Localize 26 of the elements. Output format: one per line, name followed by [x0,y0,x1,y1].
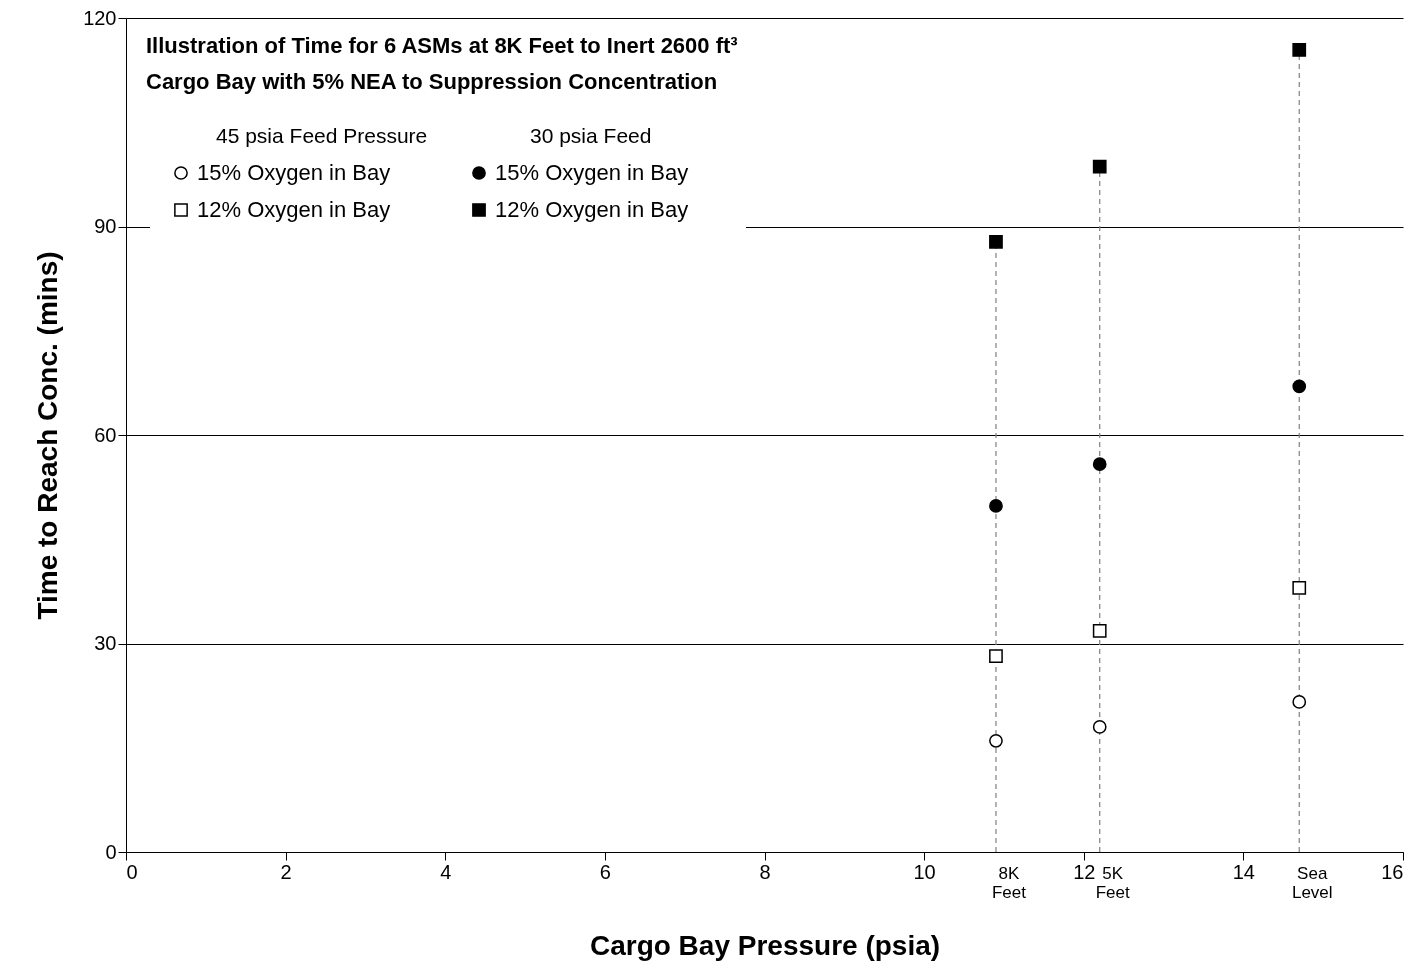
x-tick-label: 14 [1232,860,1255,883]
x-tick-label: 2 [280,860,292,883]
annotation: 45 psia Feed Pressure [216,124,428,147]
y-tick-label: 0 [105,840,117,863]
x-tick-label: 6 [599,860,611,883]
legend-label: 12% Oxygen in Bay [197,197,391,222]
x-tick-label: 8 [759,860,771,883]
x-tick-label: 4 [440,860,452,883]
legend-label: 15% Oxygen in Bay [197,160,391,185]
ref-line-label: 8K Feet [991,864,1027,902]
text: Illustration of Time for 6 ASMs at 8K Feet to Inert 2600 ft³ Cargo Bay with 5% NEA to Suppression Concentration [146,33,738,94]
y-axis-title: Time to Reach Conc. (mins) [32,251,64,620]
legend-label: 15% Oxygen in Bay [495,160,689,185]
ref-line-label: Sea Level [1291,864,1333,902]
annotation: 30 psia Feed [530,124,652,147]
ref-line-label: 5K Feet [1095,864,1130,902]
x-tick-label: 10 [913,860,936,883]
y-tick-label: 60 [94,423,117,446]
x-tick-label: 12 [1073,860,1096,883]
y-tick-label: 30 [94,632,117,654]
x-tick-label: 16 [1381,860,1404,883]
y-tick-label: 90 [94,215,117,237]
x-tick-label: 0 [126,860,138,883]
legend-label: 12% Oxygen in Bay [495,197,689,222]
y-tick-label: 120 [83,6,117,29]
x-axis-title: Cargo Bay Pressure (psia) [589,929,941,961]
